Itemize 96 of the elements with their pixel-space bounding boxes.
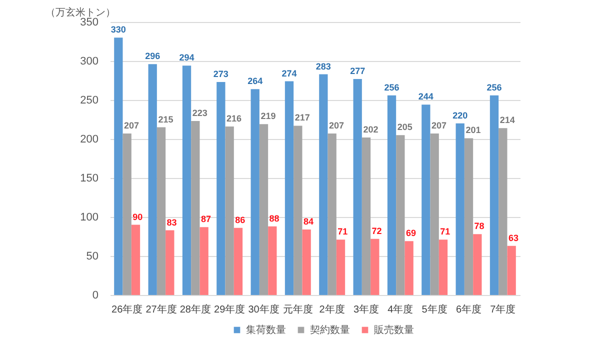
- bar: [114, 38, 123, 295]
- data-label: 330: [110, 24, 126, 35]
- bar: [473, 234, 482, 295]
- bar: [191, 121, 200, 295]
- bar: [268, 226, 277, 295]
- data-label: 277: [350, 66, 366, 76]
- data-label: 256: [486, 82, 502, 92]
- bar: [498, 128, 508, 295]
- data-label: 244: [418, 92, 434, 102]
- legend-label: 販売数量: [374, 324, 414, 336]
- x-tick-label: 30年度: [248, 304, 280, 316]
- data-label: 63: [508, 232, 518, 243]
- bar: [131, 224, 140, 295]
- x-tick-label: 28年度: [180, 304, 211, 316]
- y-tick-label: 150: [80, 172, 98, 184]
- bar: [148, 64, 157, 295]
- bar: [216, 82, 226, 295]
- y-tick-label: 300: [80, 56, 98, 68]
- bar: [456, 123, 464, 295]
- data-label: 87: [200, 214, 211, 224]
- data-label: 207: [329, 120, 344, 131]
- bar: [200, 227, 208, 295]
- x-tick-label: 5年度: [422, 304, 448, 316]
- data-label: 72: [372, 226, 382, 236]
- bar: [370, 238, 380, 295]
- bar: [362, 137, 371, 295]
- data-label: 83: [166, 217, 177, 228]
- x-tick-label: 29年度: [214, 304, 246, 316]
- x-tick-label: 3年度: [353, 304, 380, 316]
- data-label: 202: [363, 124, 378, 134]
- bar: [404, 241, 414, 295]
- y-tick-label: 200: [80, 134, 98, 146]
- bar: [156, 127, 166, 295]
- bar: [182, 66, 192, 295]
- bar: [122, 134, 132, 295]
- bar: [250, 89, 260, 295]
- data-label: 205: [397, 122, 412, 132]
- bar: [353, 78, 362, 295]
- data-label: 86: [235, 214, 246, 225]
- data-label: 273: [213, 69, 228, 80]
- bar: [336, 240, 346, 295]
- data-label: 71: [338, 226, 348, 237]
- data-label: 78: [474, 221, 484, 232]
- data-label: 214: [500, 115, 515, 126]
- data-label: 84: [303, 216, 314, 226]
- data-label: 207: [124, 120, 140, 131]
- bar: [302, 229, 311, 295]
- bar: [387, 95, 396, 295]
- y-tick-label: 350: [80, 16, 98, 28]
- data-label: 69: [406, 228, 416, 238]
- data-label: 283: [316, 61, 331, 72]
- bar: [422, 104, 430, 295]
- bar: [166, 230, 174, 295]
- x-tick-label: 26年度: [112, 304, 143, 316]
- data-label: 71: [440, 226, 450, 237]
- x-tick-label: 4年度: [388, 304, 414, 316]
- data-label: 264: [248, 76, 263, 86]
- bar: [430, 134, 439, 295]
- data-label: 296: [145, 51, 160, 62]
- data-label: 274: [282, 68, 297, 78]
- data-label: 219: [260, 111, 276, 122]
- data-label: 207: [432, 120, 447, 131]
- data-label: 90: [132, 212, 143, 222]
- y-tick-label: 100: [80, 212, 98, 224]
- bar: [464, 138, 474, 295]
- data-label: 215: [158, 114, 174, 124]
- x-tick-label: 元年度: [282, 304, 313, 316]
- bar: [284, 81, 294, 295]
- bar: [507, 246, 516, 295]
- bar: [438, 240, 448, 295]
- legend-label: 契約数量: [310, 324, 350, 336]
- legend-label: 集荷数量: [246, 324, 286, 336]
- bar: [396, 135, 405, 295]
- y-axis-title: （万玄米トン）: [46, 6, 116, 18]
- y-tick-label: 50: [86, 250, 98, 262]
- bar: [319, 74, 328, 295]
- x-tick-label: 7年度: [490, 304, 516, 316]
- x-tick-label: 27年度: [146, 304, 177, 316]
- bar: [234, 228, 243, 295]
- y-tick-label: 250: [80, 94, 98, 106]
- data-label: 220: [452, 110, 468, 120]
- bar: [328, 134, 336, 295]
- data-label: 294: [179, 52, 194, 63]
- data-label: 223: [192, 108, 208, 118]
- bar: [259, 124, 268, 295]
- bar: [294, 126, 302, 295]
- x-tick-label: 6年度: [456, 304, 482, 316]
- bar: [490, 95, 499, 295]
- data-label: 217: [294, 112, 310, 123]
- y-tick-label: 0: [92, 290, 98, 302]
- data-label: 88: [269, 213, 280, 224]
- bar: [225, 126, 234, 295]
- data-label: 201: [466, 125, 481, 136]
- x-tick-label: 2年度: [319, 304, 345, 316]
- data-label: 216: [226, 114, 242, 124]
- data-label: 256: [384, 82, 400, 92]
